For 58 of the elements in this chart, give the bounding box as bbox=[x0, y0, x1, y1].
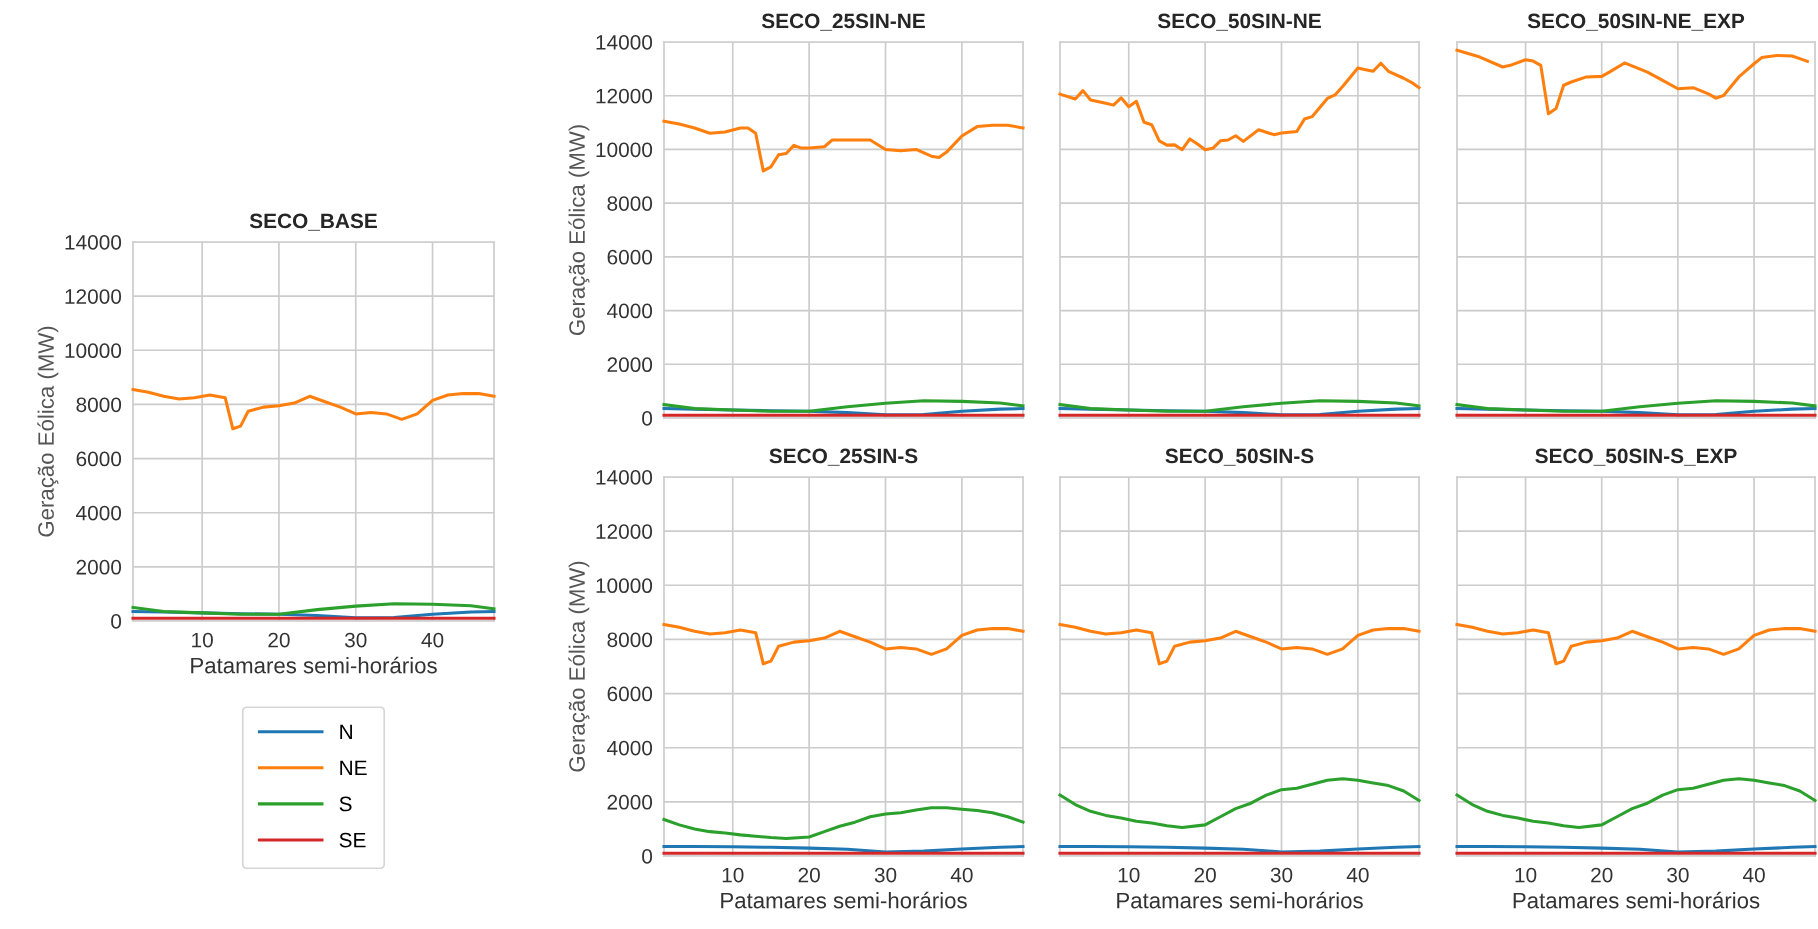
chart-title: SECO_50SIN-S_EXP bbox=[1535, 448, 1737, 466]
y-axis-title: Geração Eólica (MW) bbox=[568, 125, 590, 336]
x-tick-label: 40 bbox=[421, 632, 444, 648]
x-tick-label: 20 bbox=[798, 867, 820, 883]
y-tick-label: 6000 bbox=[76, 451, 122, 467]
y-axis-title: Geração Eólica (MW) bbox=[37, 326, 59, 537]
x-axis-title: Patamares semi-horários bbox=[1513, 891, 1760, 909]
y-tick-label: 4000 bbox=[607, 740, 653, 756]
y-tick-label: 8000 bbox=[607, 632, 653, 648]
x-tick-label: 10 bbox=[192, 632, 213, 648]
y-tick-label: 4000 bbox=[76, 505, 122, 521]
y-tick-label: 2000 bbox=[76, 559, 122, 575]
y-tick-label: 0 bbox=[111, 614, 122, 629]
y-axis-title: Geração Eólica (MW) bbox=[568, 561, 590, 772]
x-tick-label: 10 bbox=[722, 867, 744, 883]
y-tick-label: 10000 bbox=[65, 343, 122, 359]
chart-title: SECO_50SIN-NE bbox=[1157, 13, 1321, 31]
x-tick-label: 30 bbox=[1270, 867, 1293, 883]
chart-title: SECO_BASE bbox=[249, 213, 377, 231]
y-tick-label: 0 bbox=[642, 849, 653, 864]
x-tick-label: 20 bbox=[268, 632, 290, 648]
x-tick-label: 30 bbox=[874, 867, 897, 883]
legend-label: N bbox=[340, 724, 352, 739]
y-tick-label: 12000 bbox=[596, 524, 653, 539]
y-tick-label: 10000 bbox=[596, 578, 653, 594]
y-tick-label: 14000 bbox=[596, 470, 653, 485]
x-tick-label: 10 bbox=[1515, 867, 1537, 883]
x-tick-label: 30 bbox=[1667, 867, 1689, 883]
legend-label: SE bbox=[339, 832, 366, 848]
x-tick-label: 40 bbox=[950, 867, 973, 883]
x-tick-label: 20 bbox=[1194, 867, 1216, 883]
legend-label: S bbox=[339, 796, 352, 812]
chart-title: SECO_25SIN-S bbox=[769, 448, 918, 466]
y-tick-label: 8000 bbox=[607, 196, 653, 211]
chart-title: SECO_25SIN-NE bbox=[761, 13, 925, 31]
chart-title: SECO_50SIN-NE_EXP bbox=[1527, 13, 1745, 31]
y-tick-label: 6000 bbox=[607, 686, 653, 702]
x-axis-title: Patamares semi-horários bbox=[721, 891, 967, 909]
y-tick-label: 10000 bbox=[596, 142, 653, 158]
y-tick-label: 4000 bbox=[607, 303, 653, 319]
y-tick-label: 0 bbox=[642, 411, 653, 426]
y-tick-label: 2000 bbox=[607, 357, 653, 373]
chart-title: SECO_50SIN-S bbox=[1165, 448, 1314, 466]
x-tick-label: 20 bbox=[1591, 867, 1613, 883]
y-tick-label: 6000 bbox=[607, 249, 653, 265]
y-tick-label: 12000 bbox=[65, 289, 122, 304]
x-axis-title: Patamares semi-horários bbox=[191, 656, 437, 674]
x-axis-title: Patamares semi-horários bbox=[1117, 891, 1363, 909]
y-tick-label: 2000 bbox=[607, 794, 653, 810]
y-tick-label: 8000 bbox=[76, 397, 122, 413]
x-tick-label: 10 bbox=[1118, 867, 1140, 883]
y-tick-label: 14000 bbox=[596, 35, 653, 50]
y-tick-label: 12000 bbox=[596, 88, 653, 104]
legend-label: NE bbox=[340, 760, 367, 776]
x-tick-label: 40 bbox=[1742, 867, 1765, 883]
y-tick-label: 14000 bbox=[65, 235, 122, 250]
x-tick-label: 40 bbox=[1346, 867, 1369, 883]
x-tick-label: 30 bbox=[344, 632, 367, 648]
